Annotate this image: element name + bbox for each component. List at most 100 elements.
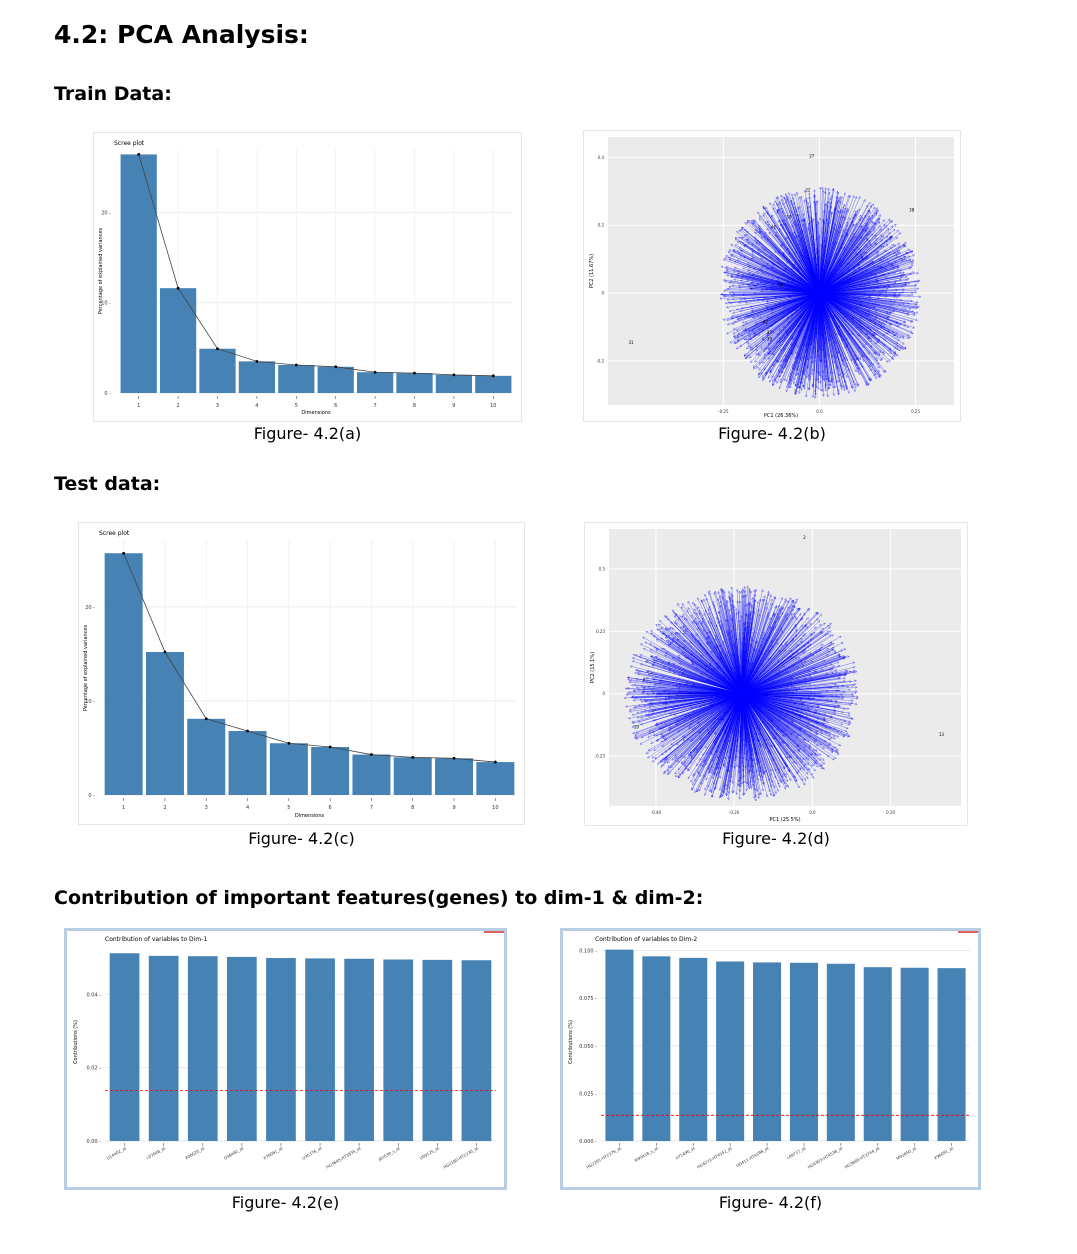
x-tick-label: J02039_s_at: [377, 1145, 402, 1162]
contribution-bar: [344, 958, 375, 1141]
y-tick-label: 0: [602, 691, 605, 696]
y-tick-label: 0 -: [88, 793, 95, 799]
x-tick-label: -0.40: [651, 810, 662, 815]
scree-bar: [352, 754, 391, 795]
contribution-bar: [716, 961, 745, 1141]
x-tick-label: 8: [413, 403, 416, 409]
x-tick-label: L09717_at: [786, 1145, 807, 1160]
scree-bar: [476, 762, 515, 795]
y-tick-label: 0.4: [598, 155, 605, 160]
x-tick-label: 4: [246, 805, 249, 811]
contribution-bar: [148, 955, 179, 1141]
x-tick-label: X00020_at: [184, 1145, 205, 1160]
contribution-bar: [187, 956, 218, 1141]
x-tick-label: 7: [374, 403, 377, 409]
point-label: 2: [803, 535, 806, 540]
scree-bar: [199, 348, 236, 393]
x-tick-label: M93418_s_at: [634, 1145, 660, 1163]
x-tick-label: 10: [492, 805, 498, 811]
scree-point: [294, 363, 298, 367]
x-tick-label: X76061_at: [262, 1145, 283, 1160]
x-axis-label: Dimensions: [295, 813, 325, 819]
contribution-bar: [226, 956, 257, 1141]
x-tick-label: 5: [287, 805, 290, 811]
train-data-heading: Train Data:: [54, 83, 172, 105]
test-data-heading: Test data:: [54, 473, 161, 495]
x-tick-label: HG3645-HT3835_at: [325, 1145, 362, 1169]
scree-line: [123, 553, 496, 763]
point-label: 37: [767, 330, 773, 335]
caption-4-2f: Figure- 4.2(f): [718, 1193, 823, 1212]
contribution-bar: [422, 959, 453, 1141]
scree-point: [287, 741, 291, 745]
x-tick-label: 9: [452, 805, 455, 811]
point-label: 38: [909, 208, 915, 213]
scree-plot-test-chart: 1 2 3 4 5 6 7 8 9 10 0 - 10 - 20 - Scree plot Dimensio…: [83, 530, 516, 819]
point-label: 27: [809, 153, 815, 158]
x-tick-label: U14402_at: [106, 1145, 128, 1160]
contribution-bar: [826, 963, 855, 1141]
scree-point: [246, 729, 249, 733]
section-title: 4.2: PCA Analysis:: [54, 20, 309, 49]
scree-bar: [228, 731, 267, 795]
y-tick-label: 20 -: [101, 210, 111, 216]
scree-point: [163, 650, 167, 654]
x-axis-label: PC1 (25.5%): [769, 817, 800, 823]
x-tick-label: 1: [122, 805, 125, 811]
point-label: 19: [634, 725, 640, 730]
figure-4-2e-contrib-dim1: U14402_at L07648_at X00020_at D38482_at X760…: [64, 928, 507, 1190]
scree-point: [452, 756, 456, 760]
loading-arrows: [719, 187, 921, 399]
y-axis-label: PC2 (11.67%): [589, 254, 595, 288]
chart-title: Contribution of variables to Dim-2: [595, 936, 697, 943]
contribution-bar: [605, 949, 634, 1141]
y-axis-label: PC2 (15.1%): [590, 652, 596, 683]
x-tick-label: 6: [329, 805, 332, 811]
x-tick-label: HG4272-HT4542_at: [696, 1145, 733, 1169]
x-tick-label: 6: [334, 403, 337, 409]
figure-4-2f-contrib-dim2: HG2261-HT2376_at M93418_s_at X71490_at HG42…: [560, 928, 981, 1190]
x-tick-label: 4: [255, 403, 258, 409]
x-tick-label: 3: [216, 403, 219, 409]
y-tick-label: 0.5: [599, 566, 606, 571]
contribution-bar: [266, 958, 296, 1141]
contribution-bar: [753, 962, 782, 1141]
x-tick-label: L07648_at: [145, 1145, 166, 1160]
scree-point: [328, 745, 332, 749]
y-tick-label: 0.2: [598, 223, 605, 228]
point-label: 42: [763, 320, 769, 325]
contribution-bar: [305, 958, 335, 1141]
contribution-bar: [789, 962, 818, 1141]
x-axis-label: Dimensions: [301, 410, 331, 416]
x-tick-label: U09125_at: [419, 1145, 441, 1160]
caption-4-2d: Figure- 4.2(d): [722, 829, 830, 848]
point-label: 55: [778, 282, 784, 287]
y-tick-label: 10 -: [85, 699, 95, 705]
caption-4-2e: Figure- 4.2(e): [231, 1193, 340, 1212]
loading-arrows: [624, 586, 859, 802]
scree-point: [413, 371, 416, 375]
scree-bar: [435, 374, 473, 393]
contrib-dim1-chart: U14402_at L07648_at X00020_at D38482_at X760…: [73, 931, 504, 1170]
scree-bar: [120, 154, 157, 393]
frame-corner-mark: [484, 931, 504, 933]
y-tick-label: -0.25: [595, 754, 606, 759]
chart-title: Scree plot: [99, 530, 130, 537]
arrow-paths: [719, 187, 921, 399]
y-tick-label: 0.050 -: [579, 1044, 597, 1050]
x-tick-label: D38482_at: [223, 1145, 245, 1160]
scree-point: [373, 370, 377, 374]
scree-point: [176, 286, 180, 290]
caption-4-2b: Figure- 4.2(b): [718, 424, 826, 443]
contribution-bar: [109, 953, 140, 1141]
y-axis-label: Percentage of explained variances: [98, 227, 104, 314]
point-label: 31: [629, 340, 635, 345]
scree-bar: [238, 361, 276, 393]
scree-bar: [356, 372, 394, 393]
x-tick-label: -0.25: [718, 409, 729, 414]
x-tick-label: X71490_at: [675, 1145, 696, 1160]
pca-biplot-test-chart: 2 8 19 13 -0.40 -0.20 0.0 0.20 -0.25 0 0.25 0.5 PC1 …: [590, 529, 961, 823]
y-tick-label: 20 -: [85, 605, 95, 611]
scree-bar: [311, 747, 350, 795]
contribution-bar: [863, 967, 892, 1141]
